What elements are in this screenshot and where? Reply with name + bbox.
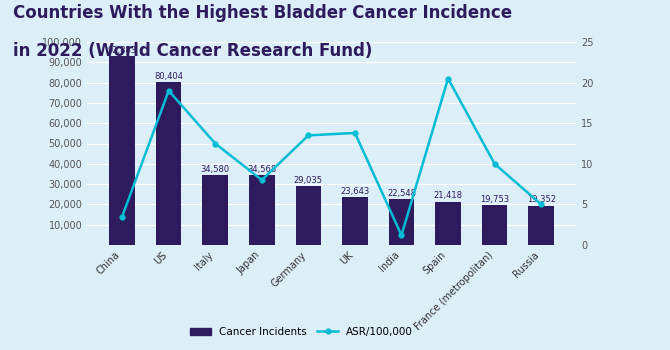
Bar — [482, 205, 507, 245]
Text: 19,753: 19,753 — [480, 195, 509, 204]
Bar — [156, 82, 182, 245]
Text: 19,352: 19,352 — [527, 196, 555, 204]
Bar — [436, 202, 461, 245]
Text: 29,035: 29,035 — [294, 176, 323, 185]
Bar — [389, 199, 414, 245]
Bar — [249, 175, 275, 245]
Text: 92,883: 92,883 — [107, 46, 137, 55]
Text: 34,568: 34,568 — [247, 164, 277, 174]
Text: 23,643: 23,643 — [340, 187, 370, 196]
Bar — [202, 175, 228, 245]
Bar — [295, 186, 321, 245]
Legend: Cancer Incidents, ASR/100,000: Cancer Incidents, ASR/100,000 — [186, 323, 417, 341]
Text: in 2022 (World Cancer Research Fund): in 2022 (World Cancer Research Fund) — [13, 42, 373, 60]
Text: 34,580: 34,580 — [201, 164, 230, 174]
Text: Countries With the Highest Bladder Cancer Incidence: Countries With the Highest Bladder Cance… — [13, 4, 513, 21]
Bar — [529, 206, 554, 245]
Text: 21,418: 21,418 — [433, 191, 462, 200]
Bar — [342, 197, 368, 245]
Text: 22,548: 22,548 — [387, 189, 416, 198]
Bar — [109, 56, 135, 245]
Text: 80,404: 80,404 — [154, 71, 183, 80]
